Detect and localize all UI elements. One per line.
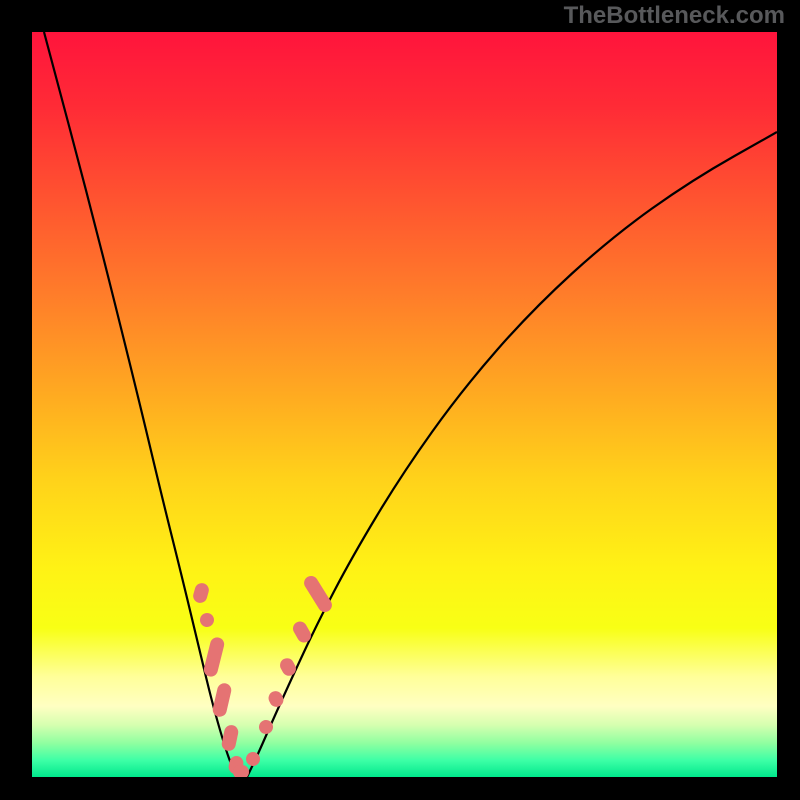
marker [202,636,225,678]
curves-layer [32,32,777,777]
marker [198,611,215,628]
marker [278,656,299,678]
marker [233,765,249,777]
watermark: TheBottleneck.com [564,2,785,30]
marker [266,689,286,710]
marker [192,581,211,604]
marker-group [192,573,335,777]
marker [301,573,334,614]
marker [220,724,239,752]
marker [211,682,232,718]
curve-right-branch [247,132,777,777]
plot-area [32,32,777,777]
canvas: TheBottleneck.com [0,0,800,800]
